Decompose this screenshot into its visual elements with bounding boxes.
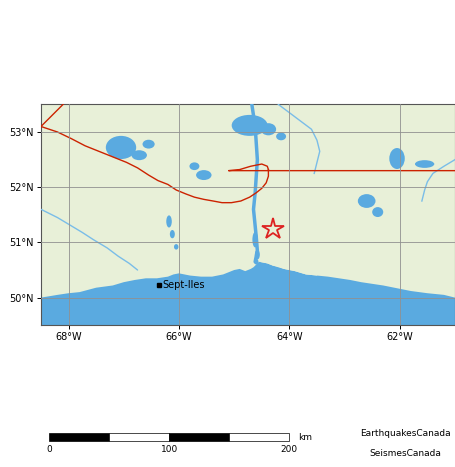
Bar: [229, 433, 289, 441]
Text: 200: 200: [281, 445, 298, 453]
Text: 0: 0: [46, 445, 52, 453]
Ellipse shape: [131, 150, 147, 160]
Bar: [49, 433, 109, 441]
Polygon shape: [41, 262, 455, 325]
Bar: [169, 433, 229, 441]
Ellipse shape: [276, 133, 286, 140]
Ellipse shape: [174, 244, 178, 249]
Text: EarthquakesCanada: EarthquakesCanada: [360, 429, 450, 438]
Text: 100: 100: [161, 445, 178, 453]
Ellipse shape: [166, 215, 172, 227]
Ellipse shape: [170, 230, 175, 238]
Polygon shape: [259, 255, 323, 276]
Ellipse shape: [261, 123, 276, 135]
Ellipse shape: [232, 115, 268, 136]
Ellipse shape: [255, 249, 260, 260]
Ellipse shape: [254, 259, 258, 264]
Ellipse shape: [142, 140, 155, 149]
Bar: [109, 433, 169, 441]
Ellipse shape: [415, 160, 434, 168]
Ellipse shape: [389, 148, 405, 169]
Text: Sept-Iles: Sept-Iles: [162, 281, 205, 290]
Ellipse shape: [106, 136, 136, 159]
Ellipse shape: [196, 170, 212, 180]
Ellipse shape: [372, 207, 383, 217]
Ellipse shape: [189, 163, 199, 170]
Text: km: km: [298, 432, 312, 442]
Text: SeismesCanada: SeismesCanada: [369, 449, 441, 459]
Ellipse shape: [253, 232, 258, 248]
Ellipse shape: [358, 194, 375, 208]
